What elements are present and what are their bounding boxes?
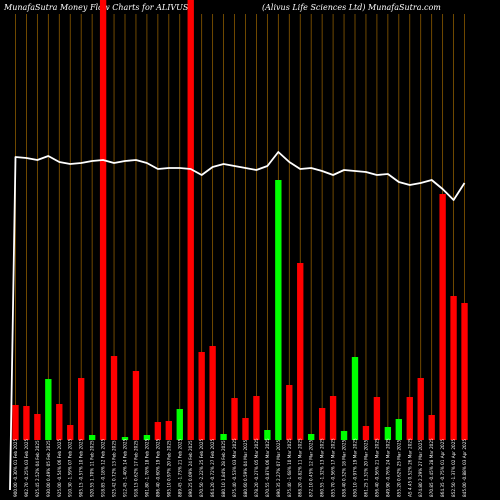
bar-19 — [209, 346, 216, 440]
x-tick-label: 849.90 -0.76% 24 Mar 2025 — [385, 438, 390, 497]
bar-37 — [406, 397, 413, 440]
x-tick-label: 868.20 -0.82% 11 Mar 2025 — [298, 438, 303, 497]
x-tick-label: 889.45 -1.73% 21 Feb 2025 — [177, 438, 182, 497]
bar-24 — [264, 430, 271, 440]
bar-39 — [428, 415, 435, 440]
x-tick-label: 872.10 0.45% 12 Mar 2025 — [309, 439, 314, 497]
x-tick-label: 855.20 0.62% 25 Mar 2025 — [396, 439, 401, 497]
x-tick-label: 890.25 0.09% 24 Feb 2025 — [188, 440, 193, 497]
bar-42 — [461, 303, 468, 440]
x-axis-tick-labels: 900.00 -0.30% 01 Feb 2025 902.70 -0.25% 0… — [13, 438, 467, 497]
x-tick-label: 852.50 -1.37% 02 Apr 2025 — [451, 439, 456, 497]
x-tick-label: 875.40 -0.53% 03 Mar 2025 — [232, 438, 237, 497]
bar-36 — [395, 419, 402, 440]
x-tick-label: 905.10 0.97% 20 Feb 2025 — [166, 440, 171, 497]
bar-35 — [384, 427, 392, 440]
bar-17 — [187, 0, 194, 440]
x-tick-label: 855.70 -0.56% 17 Mar 2025 — [331, 438, 336, 497]
x-tick-label: AS 4.45 0.52% 26 Mar 2025 — [407, 438, 412, 497]
x-tick-label: 878.20 -0.27% 05 Mar 2025 — [254, 438, 259, 497]
bar-30 — [329, 396, 337, 440]
bar-21 — [231, 398, 238, 440]
x-tick-label: 925.00 -0.54% 06 Feb 2025 — [57, 438, 62, 497]
x-tick-label: 920.55 1.70% 11 Feb 2025 — [90, 440, 95, 497]
bar-34 — [373, 397, 381, 440]
bar-31 — [340, 431, 348, 440]
x-tick-label: 870.85 -0.45% 28 Mar 2025 — [429, 438, 434, 497]
bar-13 — [143, 435, 151, 440]
bar-3 — [34, 414, 41, 440]
bar-38 — [417, 378, 424, 440]
bar-22 — [242, 418, 249, 440]
x-tick-label: 858.40 0.32% 18 Mar 2025 — [342, 439, 347, 497]
x-tick-label: 925.42 0.72% 13 Feb 2025 — [112, 440, 117, 497]
bar-15 — [165, 421, 172, 440]
bar-8 — [88, 435, 96, 440]
bar-20 — [220, 434, 227, 440]
x-tick-label: 880.60 0.59% 04 Mar 2025 — [243, 439, 248, 497]
x-tick-label: 902.70 -0.25% 03 Feb 2025 — [24, 438, 29, 497]
bar-4 — [45, 379, 52, 440]
bar-25 — [275, 180, 282, 440]
bar-16 — [176, 409, 183, 440]
bar-10 — [110, 356, 118, 440]
x-tick-label: 900.00 -0.30% 01 Feb 2025 — [13, 438, 18, 497]
x-tick-label: 912.45 -1.40% 14 Feb 2025 — [123, 438, 128, 497]
bar-41 — [450, 296, 457, 440]
bar-29 — [318, 408, 326, 440]
bar-1 — [12, 405, 19, 440]
bar-33 — [362, 426, 370, 440]
x-tick-label: 874.80 2.29% 27 Mar 2025 — [418, 439, 423, 497]
x-tick-label: 870.50 -2.22% 25 Feb 2025 — [199, 438, 204, 497]
bar-2 — [23, 406, 30, 440]
x-tick-label: 880.10 1.84% 28 Feb 2025 — [221, 440, 226, 497]
bar-27 — [297, 263, 304, 440]
x-tick-label: 864.20 -0.72% 27 Feb 2025 — [210, 438, 215, 497]
bar-9 — [99, 0, 107, 440]
x-tick-label: 875.40 -1.68% 10 Mar 2025 — [287, 438, 292, 497]
x-tick-label: 910.30 -1.59% 07 Feb 2025 — [68, 438, 73, 497]
bar-18 — [198, 352, 205, 440]
bar-40 — [439, 194, 446, 440]
bar-26 — [286, 385, 293, 440]
bar-6 — [67, 425, 74, 440]
x-tick-label: 905.15 -0.57% 10 Feb 2025 — [79, 438, 84, 497]
price-line-path — [9, 151, 466, 491]
x-tick-label: 856.40 -0.56% 21 Mar 2025 — [374, 438, 379, 497]
bar-28 — [308, 434, 315, 440]
x-tick-label: 890.35 2.27% 07 Mar 2025 — [276, 439, 281, 497]
x-tick-label: 896.40 -0.60% 19 Feb 2025 — [155, 438, 160, 497]
bar-11 — [121, 437, 129, 440]
bar-5 — [56, 404, 63, 440]
x-tick-label: 870.55 -0.87% 06 Mar 2025 — [265, 438, 270, 497]
x-tick-label: 861.25 1.31% 20 Mar 2025 — [363, 439, 368, 497]
x-tick-label: 864.35 -0.75% 01 Apr 2025 — [440, 439, 445, 497]
chart-title-left: MunafaSutra Money Flow Charts for ALIVUS — [3, 3, 189, 12]
chart-title-right: (Alivus Life Sciences Ltd) MunafaSutra.c… — [262, 3, 441, 12]
x-tick-label: 918.85 -0.18% 12 Feb 2025 — [101, 438, 106, 497]
money-flow-bars — [12, 0, 468, 440]
bar-7 — [78, 378, 85, 440]
x-tick-label: 918.15 0.62% 17 Feb 2025 — [133, 440, 138, 497]
bar-14 — [154, 422, 162, 440]
x-tick-label: 845.00 -0.88% 03 Apr 2025 — [462, 439, 467, 497]
x-tick-label: 860.55 -1.32% 13 Mar 2025 — [320, 438, 325, 497]
bar-12 — [132, 371, 140, 440]
bar-32 — [351, 357, 359, 440]
x-tick-label: 850.10 -0.97% 19 Mar 2025 — [353, 438, 358, 497]
x-tick-label: 925.45 2.52% 04 Feb 2025 — [35, 440, 40, 497]
x-tick-label: 901.80 -1.78% 18 Feb 2025 — [144, 438, 149, 497]
bar-23 — [253, 396, 260, 440]
price-line — [9, 151, 466, 491]
x-tick-label: 930.00 0.49% 05 Feb 2025 — [46, 440, 51, 497]
